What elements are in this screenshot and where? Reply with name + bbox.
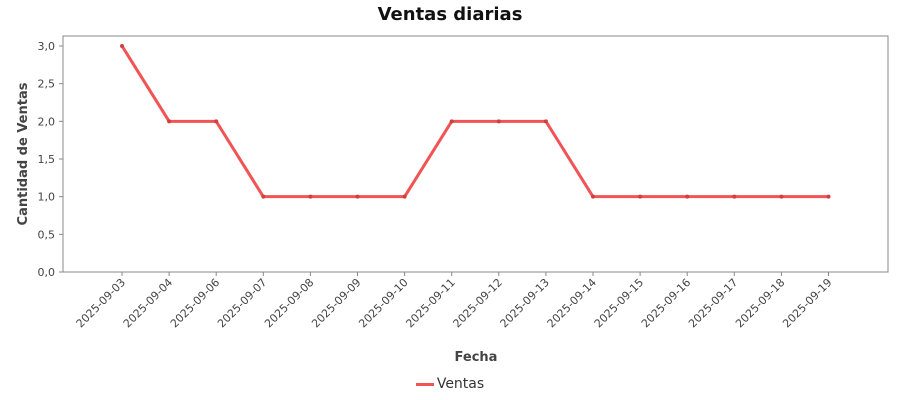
data-point [402,194,407,199]
x-tick-label: 2025-09-09 [309,276,363,330]
data-point [638,194,643,199]
data-point [120,44,124,48]
y-tick-label: 2,5 [38,78,56,91]
y-tick-label: 1,5 [38,153,56,166]
x-tick-label: 2025-09-07 [215,276,269,330]
plot-area [62,35,889,273]
data-point [779,194,784,199]
data-point [732,194,737,199]
data-point [261,194,266,199]
y-tick-label: 0,0 [38,266,56,279]
y-axis: 0,0 0,5 1,0 1,5 2,0 2,5 3,0 [38,40,63,279]
data-point [591,194,595,199]
series-layer [120,44,831,199]
y-tick-label: 0,5 [38,228,56,241]
data-point [449,119,454,124]
data-point [214,119,219,124]
y-axis-title: Cantidad de Ventas [16,82,31,225]
chart-title: Ventas diarias [377,4,523,25]
data-point [685,194,690,199]
x-tick-label: 2025-09-06 [168,276,222,330]
data-point [543,119,548,124]
legend-label: Ventas [436,376,485,392]
legend: Ventas [0,376,900,392]
x-tick-label: 2025-09-12 [451,276,505,330]
x-tick-label: 2025-09-16 [639,276,693,330]
data-point [496,119,501,124]
x-tick-label: 2025-09-11 [403,276,457,330]
y-tick-label: 1,0 [38,191,56,204]
data-point [355,194,360,199]
x-tick-label: 2025-09-17 [686,276,740,330]
x-tick-label: 2025-09-15 [592,276,646,330]
x-tick-label: 2025-09-14 [545,276,599,330]
series-line-ventas [120,45,829,199]
x-tick-label: 2025-09-03 [74,276,128,330]
data-point [826,194,831,199]
x-axis: 2025-09-032025-09-042025-09-062025-09-07… [74,272,835,330]
data-point [308,194,313,199]
x-tick-label: 2025-09-08 [262,276,316,330]
x-axis-title: Fecha [455,350,498,365]
y-tick-label: 3,0 [38,40,56,53]
x-tick-label: 2025-09-10 [356,276,410,330]
x-tick-label: 2025-09-18 [733,276,787,330]
data-point [167,119,172,124]
x-tick-label: 2025-09-19 [780,276,834,330]
legend-swatch [415,382,434,386]
x-tick-label: 2025-09-04 [121,276,175,330]
x-tick-label: 2025-09-13 [498,276,552,330]
y-tick-label: 2,0 [38,115,56,128]
